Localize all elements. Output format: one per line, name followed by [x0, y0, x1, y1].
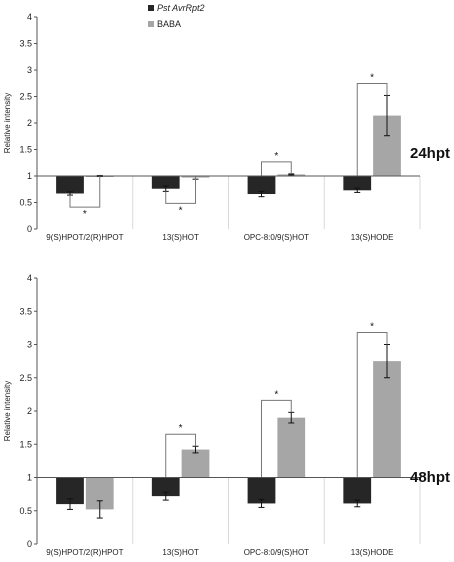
significance-star: * [179, 205, 183, 216]
y-tick-label: 0.5 [19, 198, 32, 208]
legend-label-baba: BABA [157, 19, 181, 29]
category-label: 9(S)HPOT/2(R)HPOT [46, 548, 123, 557]
category-label: 13(S)HODE [351, 233, 394, 242]
category-label: 13(S)HODE [351, 548, 394, 557]
y-tick-label: 2 [27, 406, 32, 416]
category-label: OPC-8:0/9(S)HOT [244, 233, 309, 242]
bar-pst-1 [151, 176, 180, 189]
panel-label: 24hpt [410, 145, 450, 162]
bar-pst-1 [151, 477, 180, 497]
significance-star: * [370, 322, 374, 333]
y-tick-label: 3 [27, 65, 32, 75]
y-tick-label: 1 [27, 473, 32, 483]
y-tick-label: 3 [27, 340, 32, 350]
significance-bracket [69, 176, 101, 208]
category-label: OPC-8:0/9(S)HOT [244, 548, 309, 557]
y-tick-label: 0.5 [19, 506, 32, 516]
significance-star: * [179, 423, 183, 434]
y-tick-label: 4 [27, 273, 32, 283]
significance-star: * [83, 209, 87, 220]
category-label: 9(S)HPOT/2(R)HPOT [46, 233, 123, 242]
bar-pst-0 [56, 176, 84, 194]
legend-label-pst: Pst AvrRpt2 [157, 3, 205, 13]
y-tick-label: 1.5 [19, 439, 32, 449]
y-tick-label: 2.5 [19, 373, 32, 383]
y-tick-label: 4 [27, 12, 32, 22]
bar-baba-3 [373, 361, 401, 478]
significance-bracket [356, 332, 388, 478]
significance-star: * [274, 151, 278, 162]
y-tick-label: 1 [27, 171, 32, 181]
y-tick-label: 2 [27, 118, 32, 128]
y-axis-label: Relative intensity [3, 93, 12, 153]
bar-pst-2 [247, 176, 276, 195]
y-axis-label: Relative intensity [3, 381, 12, 441]
category-label: 13(S)HOT [162, 548, 199, 557]
significance-bracket [260, 399, 292, 478]
legend-swatch-pst [148, 5, 154, 11]
panel-label: 48hpt [410, 469, 450, 486]
legend: Pst AvrRpt2 BABA [148, 3, 205, 29]
y-tick-label: 1.5 [19, 145, 32, 155]
significance-bracket [165, 433, 197, 478]
bar-baba-2 [277, 417, 306, 478]
y-tick-label: 0 [27, 224, 32, 234]
chart-24hpt: 0 0.5 1 1.5 2 2.5 3 3.5 4 Relative intensity * 9(S)… [3, 12, 450, 242]
significance-star: * [370, 72, 374, 83]
y-tick-label: 2.5 [19, 92, 32, 102]
significance-bracket [165, 176, 197, 204]
category-label: 13(S)HOT [162, 233, 199, 242]
significance-bracket [356, 82, 388, 176]
legend-swatch-baba [148, 21, 154, 27]
y-tick-label: 0 [27, 539, 32, 549]
bar-pst-3 [343, 176, 372, 191]
bar-pst-3 [343, 477, 372, 504]
chart-48hpt: 0 0.5 1 1.5 2 2.5 3 3.5 4 Relative intensity 9(S)H… [3, 273, 450, 557]
significance-star: * [274, 389, 278, 400]
y-tick-label: 3.5 [19, 306, 32, 316]
significance-bracket [260, 161, 292, 176]
bar-baba-1 [181, 449, 210, 478]
y-tick-label: 3.5 [19, 39, 32, 49]
